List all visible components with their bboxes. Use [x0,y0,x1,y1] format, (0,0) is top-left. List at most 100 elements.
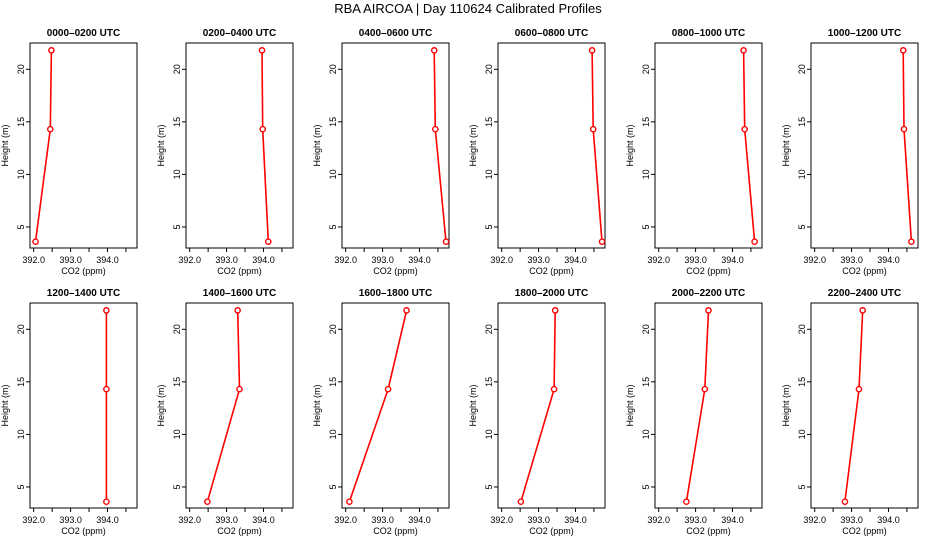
panel-4-y-tick-label: 20 [484,64,494,74]
panel-3-data-point [432,125,439,133]
panel-4-x-tick-label: 393.0 [527,255,550,265]
panel-11-data-point [705,307,712,314]
panel-5-data-point [740,47,747,54]
panel-9-y-tick-label: 15 [328,377,338,387]
panel-10-title: 1800–2000 UTC [515,288,588,299]
panel-4-data-point [588,47,596,54]
panel-10-data-point [517,498,525,505]
panel-11-profile-line [685,310,710,502]
panel-12-title: 2200–2400 UTC [828,288,901,299]
panel-8-x-tick-label: 392.0 [178,515,201,525]
panel-1-y-tick-label: 20 [16,64,26,74]
panel-1-data-point [48,47,55,54]
panel-2-x-tick-label: 394.0 [252,255,275,265]
panel-10-x-tick-label: 393.0 [527,515,550,525]
panel-12-y-tick-label: 5 [797,484,807,489]
panel-4-y-tick-label: 15 [484,117,494,127]
panel-8-data-point [204,498,211,505]
panel-3-data-point [430,47,438,54]
panel-1-y-axis-label: Height (m) [0,124,10,166]
panel-9-data-point [384,385,392,393]
panel-11-y-tick-label: 20 [641,324,651,334]
panel-3-x-tick-label: 393.0 [371,255,394,265]
panel-7-data-point [103,307,110,314]
panel-9-data-point [403,307,410,314]
panel-4-data-point [589,125,597,133]
panel-3-x-tick-label: 394.0 [408,255,431,265]
panel-12-x-tick-label: 393.0 [840,515,863,525]
panel-12-profile-line [844,310,864,502]
panel-11-x-tick-label: 393.0 [684,515,707,525]
panel-9-y-axis-label: Height (m) [312,384,322,426]
panel-10-profile-line [520,310,556,502]
panel-8-y-axis-label: Height (m) [156,384,166,426]
panel-10-y-tick-label: 20 [484,324,494,334]
panel-3-profile-line [433,50,447,242]
panel-11-x-axis-label: CO2 (ppm) [686,526,731,536]
panel-10-y-tick-label: 5 [484,484,494,489]
panel-10-x-axis-label: CO2 (ppm) [529,526,574,536]
panel-12-x-tick-label: 394.0 [877,515,900,525]
panel-6-y-axis-label: Height (m) [781,124,791,166]
panel-9-y-tick-label: 10 [328,429,338,439]
panel-9-y-tick-label: 20 [328,324,338,334]
panel-4-frame [497,42,606,249]
panel-4-x-tick-label: 394.0 [564,255,587,265]
panel-5-y-tick-label: 20 [641,64,651,74]
panel-11-x-tick-label: 394.0 [721,515,744,525]
panel-12-data-point [859,307,866,314]
panel-2-y-tick-label: 15 [172,117,182,127]
panel-6-title: 1000–1200 UTC [828,28,901,39]
panel-3-y-axis-label: Height (m) [312,124,322,166]
panel-8-frame [185,302,294,509]
panel-1-y-tick-label: 10 [16,169,26,179]
panel-9-title: 1600–1800 UTC [359,288,432,299]
panel-2-x-axis-label: CO2 (ppm) [217,266,262,276]
panel-8-x-axis-label: CO2 (ppm) [217,526,262,536]
panel-9-x-tick-label: 392.0 [334,515,357,525]
panel-10-x-tick-label: 394.0 [564,515,587,525]
panel-2-x-tick-label: 393.0 [215,255,238,265]
panel-1-profile-line [34,50,53,242]
panel-10-y-axis-label: Height (m) [468,384,478,426]
panel-7-frame [29,302,138,509]
panel-2-y-tick-label: 10 [172,169,182,179]
panel-8-y-tick-label: 15 [172,377,182,387]
panel-10-frame [497,302,606,509]
panel-4-y-tick-label: 10 [484,169,494,179]
panel-1-x-axis-label: CO2 (ppm) [61,266,106,276]
panel-1-y-tick-label: 5 [16,224,26,229]
panel-6-y-tick-label: 5 [797,224,807,229]
panel-8-data-point [236,385,243,393]
panel-5-profile-line [742,50,756,242]
panel-2-frame [185,42,294,249]
panel-9-x-tick-label: 393.0 [371,515,394,525]
panel-8-data-point [234,307,241,314]
panel-12-data-point [855,385,863,393]
panel-7-x-tick-label: 393.0 [59,515,82,525]
panel-6-x-tick-label: 392.0 [803,255,826,265]
panel-3-y-tick-label: 5 [328,224,338,229]
panel-5-x-tick-label: 394.0 [721,255,744,265]
panel-5-frame [654,42,763,249]
panel-1-data-point [32,238,39,245]
panel-4-x-axis-label: CO2 (ppm) [529,266,574,276]
panel-8-y-tick-label: 5 [172,484,182,489]
panel-11-y-axis-label: Height (m) [625,384,635,426]
panel-7-y-tick-label: 15 [16,377,26,387]
panel-5-data-point [751,238,758,245]
panel-6-x-tick-label: 394.0 [877,255,900,265]
panel-12-y-tick-label: 20 [797,324,807,334]
panel-9-y-tick-label: 5 [328,484,338,489]
panel-11-title: 2000–2200 UTC [672,288,745,299]
panel-2-profile-line [261,50,270,242]
panel-7-x-tick-label: 394.0 [96,515,119,525]
panel-4-data-point [598,238,606,245]
panel-6-y-tick-label: 15 [797,117,807,127]
panel-6-y-tick-label: 20 [797,64,807,74]
panel-12-y-tick-label: 15 [797,377,807,387]
panel-12-x-axis-label: CO2 (ppm) [842,526,887,536]
panel-1-data-point [46,125,54,133]
panel-3-x-tick-label: 392.0 [334,255,357,265]
